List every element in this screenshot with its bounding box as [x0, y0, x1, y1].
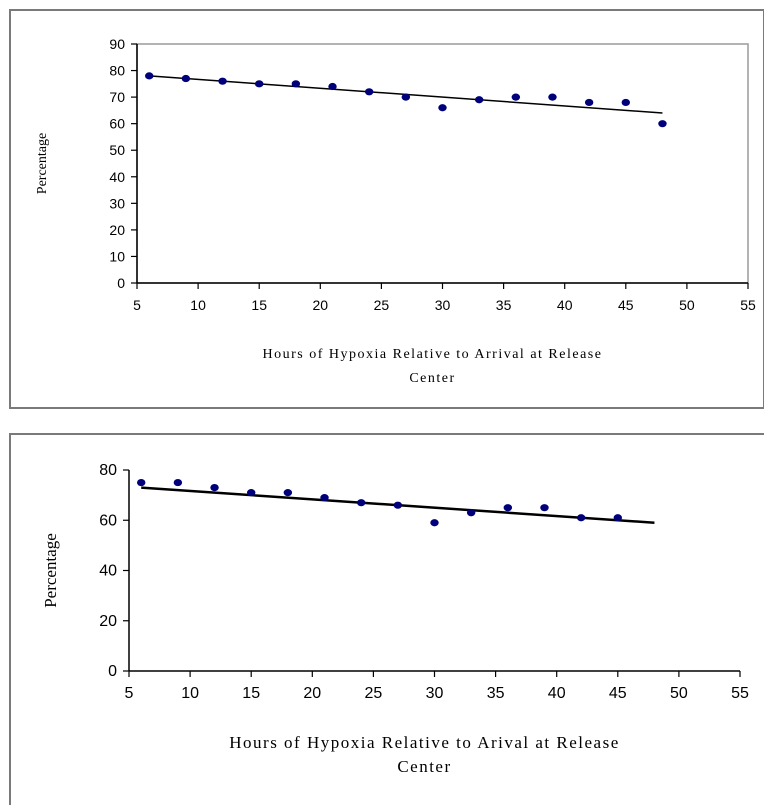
- data-point: [247, 489, 256, 497]
- y-tick-label: 60: [99, 512, 117, 529]
- data-point: [658, 120, 667, 128]
- data-point: [503, 504, 513, 512]
- y-axis-label: Percentage: [35, 133, 50, 194]
- data-point: [328, 82, 337, 91]
- data-point: [255, 80, 264, 88]
- data-point: [173, 478, 183, 487]
- y-axis-label: Percentage: [41, 533, 60, 608]
- x-tick-label: 35: [496, 297, 512, 313]
- data-point: [576, 514, 586, 522]
- y-tick-label: 80: [109, 63, 125, 79]
- chart-bottom: 0 20 40 60 80 5 10 15 20 25 30 35 40 45 50 55 Hours of H…: [9, 433, 764, 805]
- x-tick-label: 15: [251, 297, 267, 313]
- y-tick-label: 80: [99, 462, 117, 479]
- data-point: [364, 88, 374, 96]
- x-tick-label: 25: [365, 685, 383, 702]
- data-point: [283, 489, 293, 497]
- x-tick-label: 45: [609, 685, 627, 702]
- data-point: [511, 93, 521, 101]
- chart-panel-bottom: 0 20 40 60 80 5 10 15 20 25 30 35 40 45 50 55 Hours of H…: [0, 430, 764, 805]
- data-point: [540, 504, 549, 512]
- data-point: [291, 80, 301, 88]
- x-axis-label-line2: Center: [397, 757, 451, 776]
- x-tick-label: 50: [670, 685, 688, 702]
- data-point: [438, 104, 447, 112]
- x-tick-label: 10: [181, 685, 199, 702]
- x-tick-label: 5: [125, 685, 134, 702]
- x-tick-label: 25: [374, 297, 390, 313]
- y-tick-label: 0: [108, 663, 117, 680]
- data-point: [218, 77, 227, 85]
- x-tick-label: 55: [731, 685, 749, 702]
- y-tick-label: 0: [117, 275, 125, 291]
- x-tick-label: 45: [618, 297, 634, 313]
- x-tick-label: 20: [313, 297, 329, 313]
- y-tick-label: 30: [109, 195, 125, 211]
- y-tick-label: 40: [99, 563, 117, 580]
- x-tick-label: 55: [740, 297, 756, 313]
- y-tick-label: 10: [109, 248, 125, 264]
- data-point: [137, 478, 146, 487]
- data-point: [430, 519, 439, 527]
- x-tick-label: 5: [133, 297, 141, 313]
- y-tick-label: 20: [99, 613, 117, 630]
- y-tick-label: 20: [109, 222, 125, 238]
- x-tick-label: 50: [679, 297, 695, 313]
- data-point: [356, 499, 366, 507]
- y-tick-label: 70: [109, 89, 125, 105]
- data-point: [393, 501, 403, 509]
- y-tick-label: 90: [109, 36, 125, 52]
- data-point: [613, 514, 622, 522]
- data-point: [145, 72, 154, 80]
- x-axis-label-line2: Center: [409, 371, 455, 386]
- y-tick-label: 40: [109, 169, 125, 185]
- x-tick-label: 15: [242, 685, 260, 702]
- data-point: [548, 93, 557, 101]
- x-tick-label: 20: [303, 685, 321, 702]
- data-point: [210, 483, 219, 492]
- data-point: [466, 509, 476, 517]
- chart-frame: [9, 433, 764, 805]
- x-axis-label: Hours of Hypoxia Relative to Arrival at …: [263, 347, 603, 362]
- x-tick-label: 10: [190, 297, 206, 313]
- y-tick-label: 50: [109, 142, 125, 158]
- chart-panel-top: 0 10 20 30 40 50 60 70 80 90 5 10 15 20 25 30 35 40 45 50 55…: [9, 9, 764, 409]
- x-tick-label: 30: [435, 297, 451, 313]
- x-tick-label: 40: [548, 685, 566, 702]
- chart-top: 0 10 20 30 40 50 60 70 80 90 5 10 15 20 25 30 35 40 45 50 55…: [9, 9, 764, 409]
- chart-frame: [9, 9, 764, 409]
- y-tick-label: 60: [109, 116, 125, 132]
- x-tick-label: 35: [487, 685, 505, 702]
- data-point: [584, 98, 594, 107]
- data-point: [181, 74, 191, 83]
- x-tick-label: 30: [426, 685, 444, 702]
- data-point: [621, 98, 630, 107]
- x-axis-label: Hours of Hypoxia Relative to Arival at R…: [229, 733, 620, 752]
- x-tick-label: 40: [557, 297, 573, 313]
- data-point: [401, 93, 411, 101]
- data-point: [320, 494, 329, 502]
- data-point: [474, 96, 484, 104]
